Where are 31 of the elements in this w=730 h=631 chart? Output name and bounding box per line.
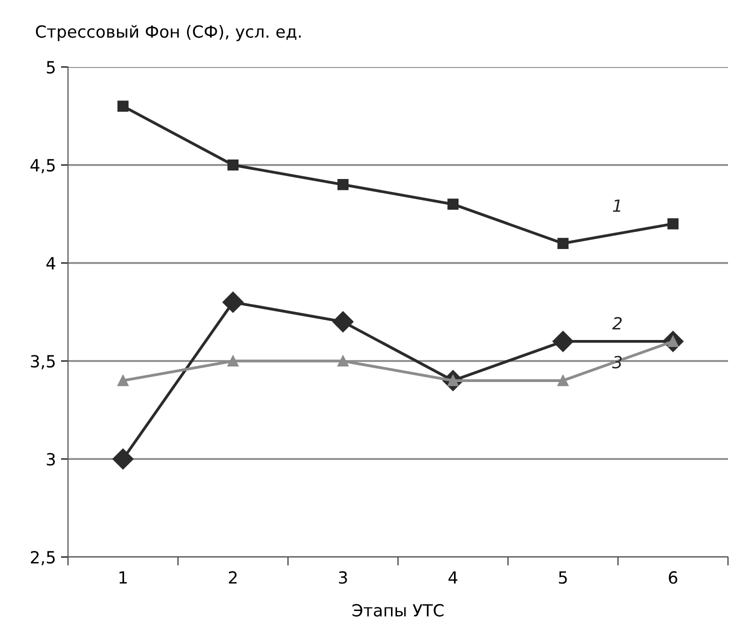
point [667,218,679,230]
point [332,311,354,332]
point [222,292,244,313]
series-label: 3 [612,356,622,368]
y-tick-label: 3 [46,452,55,466]
series-label: 2 [612,316,622,330]
y-tick-label: 4,5 [30,159,55,174]
point [557,238,569,249]
point [552,330,574,352]
series-label: 1 [612,200,620,212]
point [447,198,459,210]
y-tick-label: 4 [46,257,56,270]
point [337,179,349,190]
x-tick-label: 5 [558,571,567,584]
y-tick-label: 2,5 [30,550,55,566]
x-tick-label: 3 [338,571,347,584]
y-tick-label: 5 [46,61,55,74]
point [117,100,129,112]
point [117,375,129,386]
x-tick-label: 2 [228,571,237,584]
x-tick-label: 6 [668,571,678,584]
point [227,355,239,367]
x-tick-label: 4 [448,571,458,584]
point [112,448,134,470]
x-axis-title: Этапы УТС [352,604,444,617]
x-tick-label: 1 [120,571,127,584]
y-tick-label: 3,5 [30,354,55,370]
point [337,355,349,367]
point [227,159,239,171]
y-axis-title: Стрессовый Фон (СФ), усл. ед. [36,24,301,42]
point [557,375,569,386]
